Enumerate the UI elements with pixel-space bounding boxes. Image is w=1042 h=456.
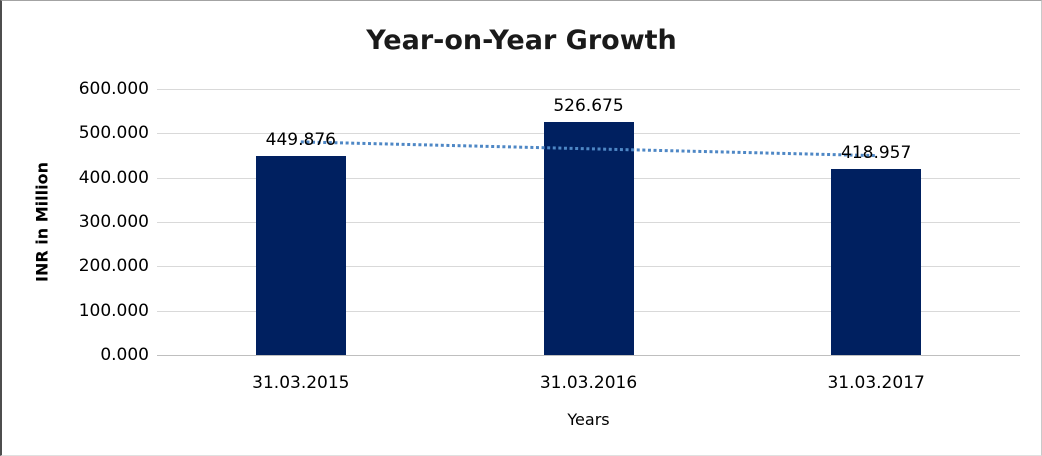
y-tick-label: 300.000 [78, 212, 149, 232]
y-tick-label: 500.000 [78, 123, 149, 144]
bar [255, 155, 346, 355]
data-label: 526.675 [553, 95, 624, 116]
y-tick-label: 100.000 [78, 300, 149, 321]
x-axis-title: Years [567, 410, 610, 429]
chart-title: Year-on-Year Growth [366, 25, 677, 56]
data-label: 449.876 [265, 129, 336, 150]
bar [543, 121, 634, 355]
x-tick-label: 31.03.2015 [252, 373, 350, 393]
x-tick-label: 31.03.2017 [827, 373, 925, 393]
trendline [300, 140, 877, 158]
plot-area: 449.876 526.675 418.957 [157, 89, 1020, 356]
x-tick-label: 31.03.2016 [539, 373, 638, 393]
gridline [157, 89, 1020, 90]
y-tick-label: 600.000 [78, 79, 149, 99]
x-axis-line [157, 355, 1020, 356]
bar [831, 169, 922, 355]
trendline-path [300, 140, 877, 158]
y-tick-label: 200.000 [78, 256, 149, 277]
y-tick-label: 400.000 [78, 167, 149, 188]
data-label: 418.957 [841, 143, 912, 164]
y-tick-label: 0.000 [100, 345, 149, 365]
